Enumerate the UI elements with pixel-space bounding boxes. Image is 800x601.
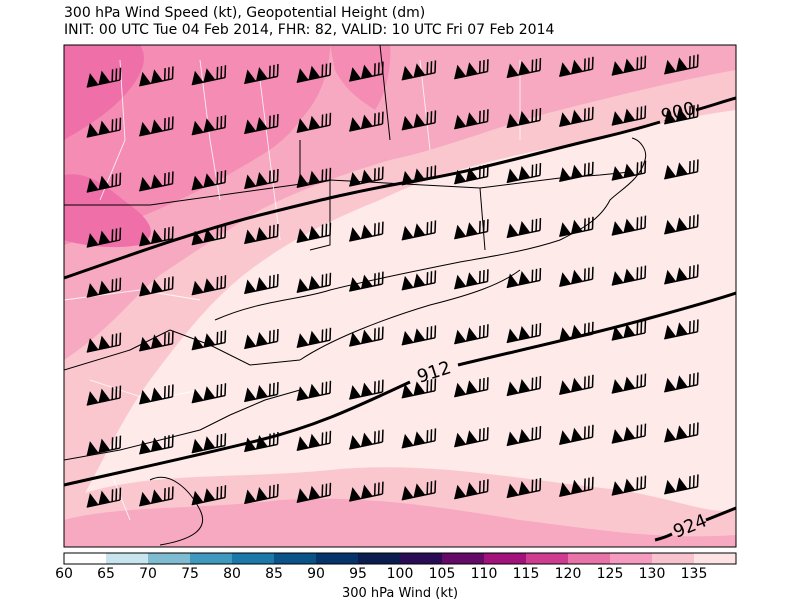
map-area: 900 912 924 [64,45,736,547]
colorbar-tick-label: 85 [265,566,283,582]
colorbar-segment [358,553,401,564]
colorbar-tick-label: 120 [554,566,582,582]
colorbar-tick-label: 100 [386,566,414,582]
contour-900 [64,96,736,280]
colorbar-frame [63,552,737,565]
colorbar-tick-label: 90 [307,566,325,582]
contour-924 [654,506,736,542]
shading-120 [64,45,330,245]
colorbar-segment [106,553,149,564]
shading-125-south [64,498,736,547]
colorbar-tick-label: 130 [638,566,666,582]
colorbar-tick-label: 105 [428,566,456,582]
shading-115-b [64,174,151,248]
colorbar-tick-label: 70 [139,566,157,582]
map-subtitle: INIT: 00 UTC Tue 04 Feb 2014, FHR: 82, V… [64,22,555,38]
colorbar-segment [442,553,485,564]
political-boundaries [64,45,647,546]
colorbar-segment [232,553,275,564]
colorbar-tick-label: 135 [680,566,708,582]
colorbar-tick-label: 125 [596,566,624,582]
colorbar-title: 300 hPa Wind (kt) [341,586,459,601]
colorbar-tick-label: 80 [223,566,241,582]
colorbar-segment [148,553,191,564]
colorbar-segment [652,553,695,564]
colorbar-tick-label: 115 [512,566,540,582]
colorbar-segment [274,553,317,564]
colorbar-tick-label: 65 [97,566,115,582]
colorbar-segment [694,553,737,564]
colorbar-segment [190,553,233,564]
colorbar-segment [64,553,107,564]
colorbar-tick-label: 110 [470,566,498,582]
colorbar-segment [400,553,443,564]
colorbar-segment [610,553,653,564]
colorbar-tick-label: 95 [349,566,367,582]
shading-115 [64,45,144,140]
colorbar-segment [568,553,611,564]
colorbar-segment [526,553,569,564]
colorbar-segment [484,553,527,564]
colorbar [63,552,737,565]
map-title: 300 hPa Wind Speed (kt), Geopotential He… [64,5,426,21]
colorbar-segment [316,553,359,564]
colorbar-tick-label: 60 [55,566,73,582]
colorbar-tick-label: 75 [181,566,199,582]
map-frame [63,44,737,548]
